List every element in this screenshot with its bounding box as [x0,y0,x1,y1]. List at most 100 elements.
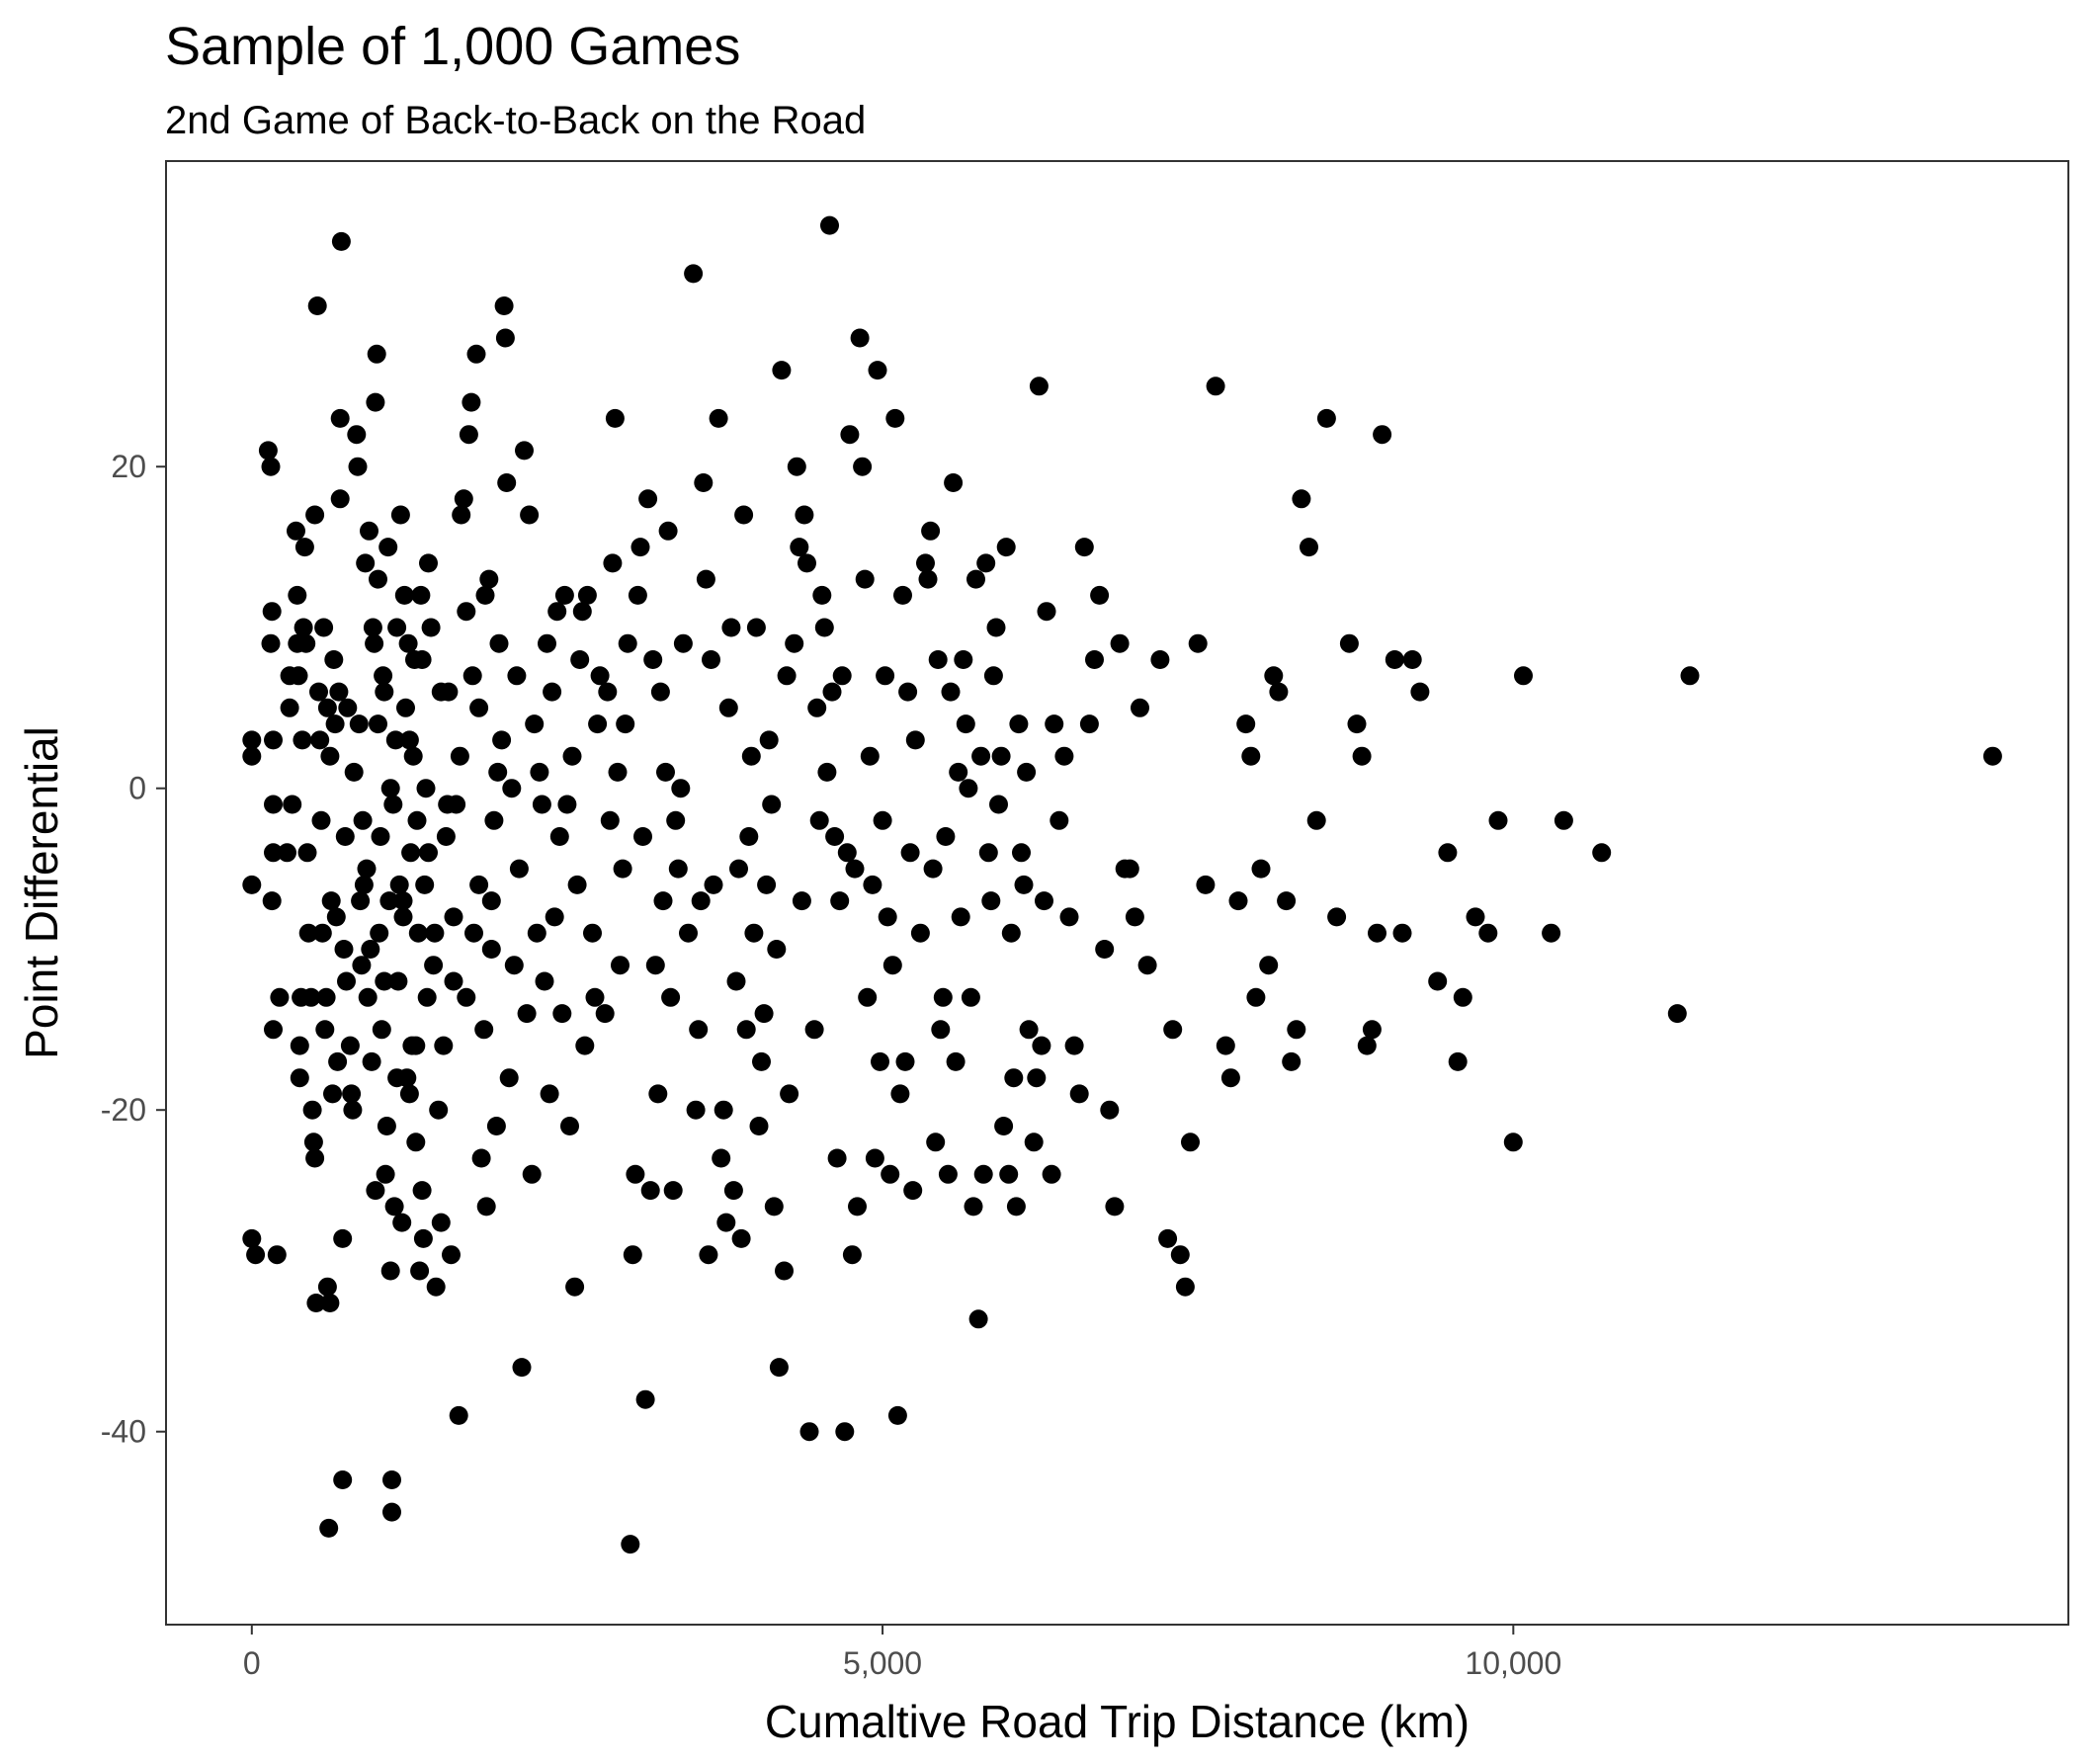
data-point [923,859,943,879]
data-point [858,987,878,1007]
data-point [881,1164,900,1184]
data-point [357,859,377,879]
data-point [261,457,281,476]
data-point [1466,907,1485,927]
data-point [661,987,681,1007]
data-point [419,553,438,573]
data-point [650,682,670,702]
data-point [522,1164,542,1184]
data-point [452,505,471,525]
data-point [494,296,514,315]
data-point [294,538,314,557]
data-point [603,553,623,573]
data-point [1095,940,1115,959]
data-point [429,1100,449,1120]
data-point [489,633,509,653]
data-point [399,1084,419,1104]
data-point [871,1051,889,1071]
data-point [626,1164,645,1184]
data-point [1347,714,1367,734]
data-point [910,923,930,943]
data-point [726,971,746,991]
data-point [668,859,688,879]
data-point [734,505,754,525]
data-point [959,779,978,798]
data-point [944,473,964,492]
y-tick-label: 0 [128,771,146,806]
data-point [415,875,435,894]
data-point [434,1036,454,1055]
data-point [1032,1036,1051,1055]
data-point [306,1294,326,1312]
x-tick-label: 5,000 [843,1645,922,1681]
data-point [754,1004,774,1024]
data-point [457,602,476,622]
data-point [316,987,336,1007]
data-point [1012,843,1031,863]
data-point [290,1068,309,1088]
data-point [769,1358,789,1378]
data-point [317,698,337,717]
data-point [349,714,369,734]
data-point [1385,650,1404,669]
data-point [863,875,882,894]
data-point [1188,633,1208,653]
data-point [764,1197,784,1217]
data-point [933,987,953,1007]
data-point [814,618,834,637]
data-point [736,1020,756,1040]
data-point [421,618,441,637]
data-point [538,633,556,653]
data-point [966,569,985,589]
data-point [567,875,587,894]
data-point [262,891,282,911]
data-point [613,859,632,879]
data-point [878,907,897,927]
y-tick-label: 20 [111,449,146,484]
y-axis: -40 -20 0 20 [101,449,166,1450]
data-point [517,1004,537,1024]
data-point [527,923,546,943]
data-point [790,538,809,557]
data-point [382,1470,401,1489]
data-point [605,408,625,428]
data-point [305,1148,325,1168]
data-point [978,843,998,863]
data-point [1079,714,1099,734]
data-point [365,633,384,653]
data-point [305,505,325,525]
data-point [1680,666,1700,686]
data-point [525,714,545,734]
data-point [572,602,592,622]
data-point [515,441,534,461]
data-point [393,907,413,927]
data-point [729,859,748,879]
data-point [1488,810,1508,830]
data-point [762,795,782,814]
data-point [845,859,865,879]
data-point [344,762,364,782]
data-point [971,746,991,766]
data-point [396,698,415,717]
chart-subtitle: 2nd Game of Back-to-Back on the Road [165,99,867,142]
data-point [338,698,358,717]
data-point [1131,698,1149,717]
data-point [1158,1228,1178,1248]
data-point [1175,1277,1195,1297]
data-point [825,827,845,846]
data-point [354,875,374,894]
data-point [408,923,428,943]
data-point [1362,1020,1382,1040]
data-point [462,666,482,686]
data-point [417,987,437,1007]
data-point [358,987,378,1007]
data-point [699,1245,718,1265]
data-point [258,441,278,461]
data-point [1137,956,1157,975]
data-point [981,891,1001,911]
data-point [712,1148,731,1168]
data-point [817,762,837,782]
data-point [328,1051,348,1071]
data-point [413,1228,433,1248]
data-point [1196,875,1216,894]
